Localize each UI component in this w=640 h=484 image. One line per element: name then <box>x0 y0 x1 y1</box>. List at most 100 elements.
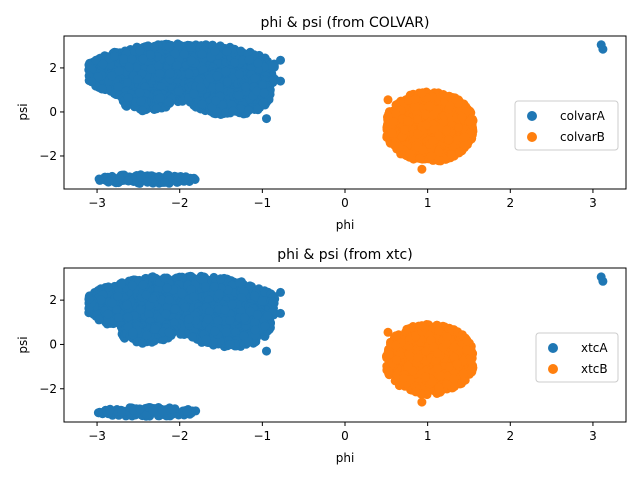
y-axis-label: psi <box>16 336 30 353</box>
scatter-point-colvarB <box>400 125 409 134</box>
scatter-point-colvarA <box>211 47 220 56</box>
scatter-point-colvarB <box>465 117 474 126</box>
chart-title: phi & psi (from COLVAR) <box>261 15 430 31</box>
scatter-point-colvarA <box>229 107 238 116</box>
scatter-point-xtcA <box>160 274 169 283</box>
scatter-point-colvarA <box>150 42 159 51</box>
x-axis-label: phi <box>336 218 355 232</box>
scatter-point-colvarA <box>138 106 147 115</box>
scatter-point-xtcA <box>210 282 219 291</box>
scatter-point-colvarA <box>259 98 268 107</box>
x-tick-label: −1 <box>254 196 272 210</box>
scatter-point-colvarA <box>254 58 263 67</box>
scatter-point-colvarB <box>388 129 397 138</box>
scatter-point-colvarB <box>454 123 463 132</box>
scatter-point-colvarA <box>211 96 220 105</box>
scatter-point-colvarA <box>187 43 196 52</box>
scatter-point-xtcA <box>84 295 93 304</box>
scatter-point-colvarB <box>425 102 434 111</box>
scatter-point-xtcA <box>177 289 186 298</box>
scatter-point-xtcA <box>258 297 267 306</box>
scatter-point-xtcA <box>180 303 189 312</box>
scatter-point-colvarA <box>133 75 142 84</box>
scatter-point-colvarA <box>230 58 239 67</box>
scatter-point-colvarA <box>244 106 253 115</box>
x-tick-label: −3 <box>88 196 106 210</box>
scatter-point-colvarB <box>390 141 399 150</box>
scatter-point-colvarB <box>429 111 438 120</box>
scatter-point-colvarB <box>421 110 430 119</box>
x-axis-label: phi <box>336 451 355 465</box>
scatter-point-colvarA <box>198 50 207 59</box>
scatter-point-xtcA <box>104 282 113 291</box>
legend-marker-colvarB <box>527 132 537 142</box>
scatter-point-xtcA <box>165 295 174 304</box>
scatter-point-colvarA <box>181 173 190 182</box>
legend-label-colvarB: colvarB <box>560 130 605 144</box>
scatter-point-colvarB <box>389 117 398 126</box>
scatter-point-colvarA <box>121 101 130 110</box>
scatter-point-colvarA <box>245 55 254 64</box>
scatter-point-colvarA <box>115 173 124 182</box>
chart-title: phi & psi (from xtc) <box>277 247 412 263</box>
scatter-point-colvarA <box>276 77 285 86</box>
scatter-point-xtcA <box>108 299 117 308</box>
scatter-point-colvarA <box>143 178 152 187</box>
scatter-point-xtcA <box>117 279 126 288</box>
scatter-point-colvarA <box>234 91 243 100</box>
scatter-point-colvarA <box>114 82 123 91</box>
scatter-point-colvarA <box>222 47 231 56</box>
scatter-point-colvarA <box>99 60 108 69</box>
scatter-point-colvarA <box>196 83 205 92</box>
scatter-point-colvarA <box>135 88 144 97</box>
scatter-point-colvarA <box>262 114 271 123</box>
scatter-point-xtcA <box>189 292 198 301</box>
scatter-point-colvarA <box>213 71 222 80</box>
scatter-point-colvarA <box>107 71 116 80</box>
y-tick-label: 2 <box>49 61 57 75</box>
scatter-point-colvarB <box>444 135 453 144</box>
scatter-point-colvarB <box>384 95 393 104</box>
scatter-point-colvarA <box>176 41 185 50</box>
scatter-point-colvarA <box>198 100 207 109</box>
scatter-point-colvarA <box>160 178 169 187</box>
scatter-point-colvarA <box>165 42 174 51</box>
legend: colvarA colvarB <box>515 101 618 150</box>
scatter-point-colvarA <box>152 104 161 113</box>
x-tick-label: 0 <box>341 196 349 210</box>
scatter-point-colvarA <box>124 93 133 102</box>
scatter-point-colvarA <box>189 174 198 183</box>
scatter-point-colvarA <box>123 78 132 87</box>
x-tick-label: 2 <box>506 196 514 210</box>
scatter-point-colvarA <box>125 63 134 72</box>
x-tick-label: 1 <box>424 196 432 210</box>
scatter-point-colvarA <box>241 82 250 91</box>
scatter-point-colvarA <box>276 56 285 65</box>
scatter-point-xtcA <box>95 315 104 324</box>
scatter-point-colvarA <box>139 54 148 63</box>
scatter-point-colvarA <box>268 62 277 71</box>
scatter-point-colvarA <box>164 98 173 107</box>
scatter-point-colvarA <box>110 52 119 61</box>
scatter-point-xtcA <box>138 281 147 290</box>
scatter-point-colvarA <box>215 83 224 92</box>
x-tick-label: 3 <box>589 196 597 210</box>
scatter-point-colvarA <box>119 55 128 64</box>
scatter-point-colvarB <box>446 102 455 111</box>
scatter-point-colvarA <box>221 67 230 76</box>
scatter-point-colvarB <box>415 154 424 163</box>
scatter-point-colvarB <box>417 165 426 174</box>
scatter-point-xtcA <box>269 297 278 306</box>
scatter-point-xtcA <box>104 310 113 319</box>
scatter-point-colvarA <box>598 45 607 54</box>
scatter-point-colvarA <box>87 77 96 86</box>
scatter-point-xtcA <box>215 290 224 299</box>
scatter-point-xtcA <box>216 274 225 283</box>
scatter-point-xtcA <box>97 295 106 304</box>
scatter-point-colvarA <box>155 69 164 78</box>
scatter-point-colvarB <box>428 137 437 146</box>
scatter-point-colvarB <box>413 129 422 138</box>
scatter-point-xtcA <box>250 291 259 300</box>
scatter-point-colvarA <box>156 94 165 103</box>
scatter-point-colvarB <box>427 152 436 161</box>
